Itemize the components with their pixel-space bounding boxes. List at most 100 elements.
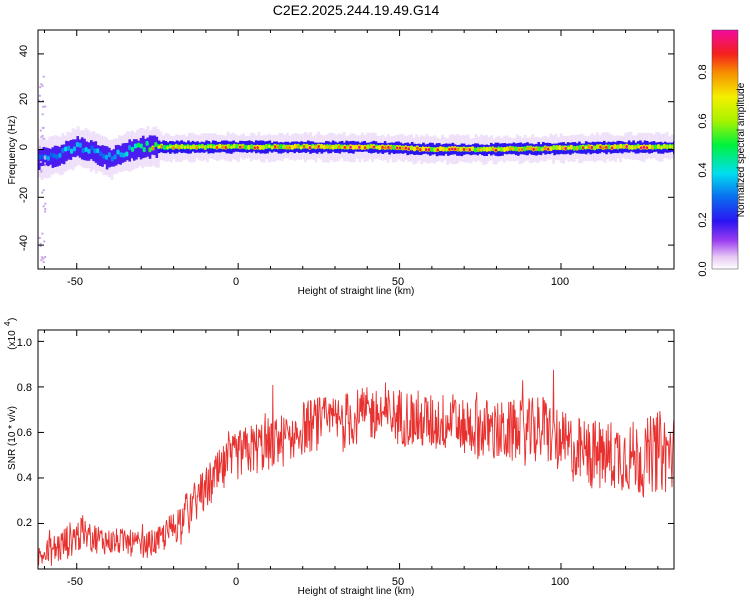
spectrogram-core: [334, 144, 338, 150]
spectrogram-core: [125, 151, 129, 157]
spectrogram-core: [656, 144, 661, 150]
spectrogram-peak: [337, 145, 341, 149]
spec-ytick-label: -40: [18, 235, 30, 251]
spectrogram-peak: [436, 148, 440, 152]
spectrogram-core: [282, 144, 286, 150]
spectrogram-core: [572, 145, 576, 151]
spectrogram-core: [101, 153, 106, 159]
spectrogram-peak: [317, 145, 320, 149]
spectrogram-speckle: [43, 156, 46, 159]
spectrogram-speckle: [38, 94, 41, 97]
spectrogram-peak: [387, 145, 390, 149]
spectrogram-core: [523, 146, 527, 152]
spectrogram-band: [62, 144, 66, 165]
spectrogram-core: [116, 149, 120, 155]
spectrogram-peak: [605, 145, 608, 149]
spectrogram-core: [107, 152, 111, 158]
spectrogram-speckle: [44, 105, 47, 108]
spectrogram-peak: [349, 145, 352, 149]
spectrogram-peak: [372, 145, 376, 149]
spectrogram-core: [38, 154, 42, 160]
spectrogram-core: [360, 144, 364, 150]
snr-yaxis-label: SNR (10 * v/v): [7, 406, 18, 470]
spectrogram-core: [87, 148, 91, 154]
spectrogram-speckle: [40, 170, 43, 173]
spectrogram-peak: [669, 145, 672, 149]
spectrogram-peak: [169, 145, 172, 149]
spectrogram-peak: [390, 146, 393, 150]
spectrogram-core: [142, 147, 146, 153]
spectrogram-core: [409, 145, 414, 151]
spec-ytick-label: -20: [18, 187, 30, 203]
spectrogram-peak: [529, 146, 533, 150]
spectrogram-peak: [398, 146, 402, 150]
spectrogram-band: [128, 139, 131, 162]
snr-ytick-label: 0.8: [17, 382, 32, 394]
spectrogram-peak: [544, 146, 547, 150]
spectrogram-core: [75, 141, 79, 147]
spectrogram-speckle: [39, 129, 42, 132]
spectrogram-peak: [276, 145, 280, 149]
colorbar-tick-label: 0.2: [697, 212, 709, 227]
spectrogram-core: [258, 144, 263, 150]
spectrogram-core: [191, 144, 196, 150]
snr-xtick-label: -50: [67, 576, 83, 588]
spectrogram-peak: [541, 147, 544, 151]
spectrogram-peak: [207, 145, 210, 149]
spectrogram-band: [137, 140, 141, 158]
spectrogram-peak: [480, 148, 483, 152]
spectrogram-speckle: [40, 259, 43, 262]
spectrogram-peak: [157, 145, 161, 149]
snr-xtick-label: 100: [551, 576, 569, 588]
spectrogram-core: [145, 140, 149, 146]
spectrogram-peak: [622, 145, 626, 149]
spectrogram-core: [514, 146, 518, 152]
spectrogram-peak: [270, 146, 274, 150]
spec-ytick-label: 0: [18, 144, 30, 150]
spectrogram-core: [653, 144, 658, 150]
spectrogram-core: [613, 144, 617, 150]
spectrogram-speckle: [42, 189, 45, 192]
spectrogram-peak: [445, 148, 448, 152]
spectrogram-core: [122, 152, 126, 158]
spectrogram-peak: [177, 146, 181, 150]
spectrogram-band: [139, 137, 143, 160]
spectrogram-peak: [166, 146, 169, 150]
spectrogram-core: [133, 143, 138, 149]
spectrogram-core: [459, 146, 463, 152]
colorbar-tick-label: 0.6: [697, 113, 709, 128]
spectrogram-core: [264, 144, 268, 150]
spectrogram-peak: [567, 146, 570, 150]
spectrogram-peak: [456, 148, 460, 152]
spectrogram-speckle: [41, 126, 44, 129]
spec-xaxis-label: Height of straight line (km): [298, 286, 415, 297]
spectrogram-core: [648, 144, 652, 150]
spectrogram-peak: [212, 145, 216, 149]
spectrogram-speckle: [41, 84, 44, 87]
spec-ytick-label: 20: [18, 93, 30, 105]
spectrogram-speckle: [44, 255, 47, 258]
spectrogram-core: [261, 144, 265, 150]
spectrogram-core: [279, 144, 283, 150]
spectrogram-speckle: [39, 245, 42, 248]
spectrogram-speckle: [39, 243, 42, 246]
spectrogram-core: [69, 148, 74, 154]
spectrogram-peak: [424, 148, 428, 152]
snr-ytick-label: 0.4: [17, 472, 32, 484]
spectrogram-core: [485, 146, 489, 152]
spectrogram-peak: [625, 145, 628, 149]
spectrogram-core: [61, 147, 65, 153]
spectrogram-band: [661, 142, 665, 154]
spectrogram-core: [52, 153, 56, 159]
spectrogram-core: [430, 146, 434, 152]
spectrogram-core: [421, 146, 425, 152]
spectrogram-core: [499, 146, 504, 152]
spectrogram-speckle: [40, 136, 43, 139]
spectrogram-peak: [576, 147, 579, 151]
spectrogram-band: [96, 145, 100, 165]
spectrogram-core: [235, 143, 239, 149]
spectrogram-peak: [639, 146, 643, 150]
spectrogram-core: [549, 146, 553, 152]
snr-multiplier-exp: 4: [3, 321, 12, 326]
spectrogram-band: [132, 139, 136, 161]
